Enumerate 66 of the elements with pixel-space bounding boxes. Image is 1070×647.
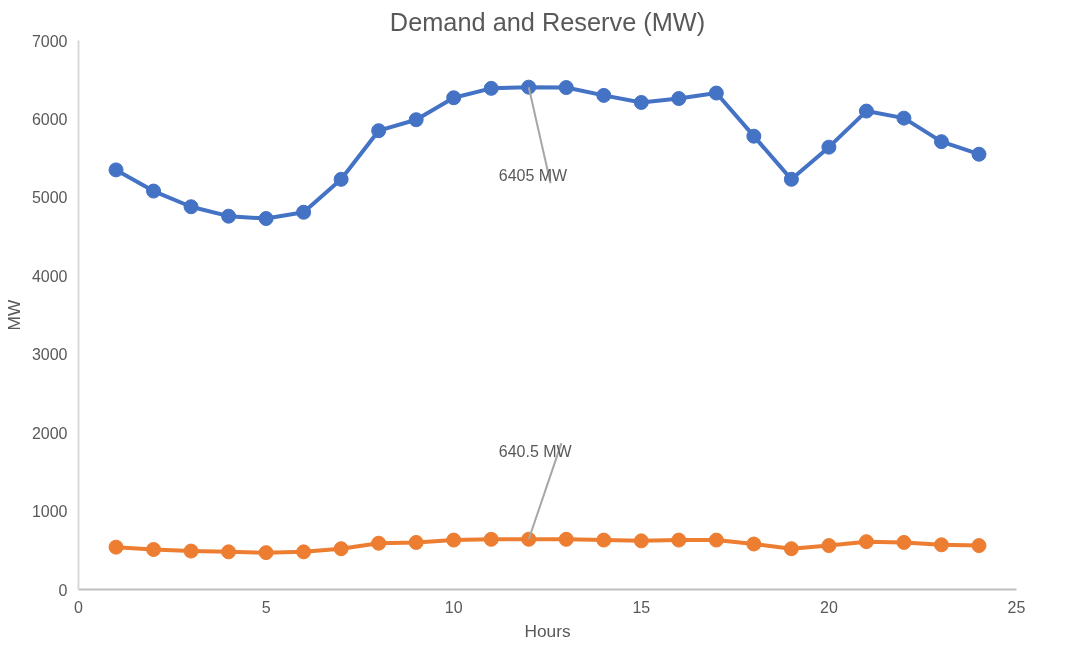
point [221,544,237,560]
point [408,112,424,128]
point [146,542,162,557]
point [221,208,237,224]
x-tick-label: 20 [820,598,838,616]
y-tick-label: 1000 [31,503,68,521]
point [521,531,537,547]
point [933,134,949,150]
point [371,123,387,139]
point [858,103,874,119]
point [858,534,874,550]
point [783,171,799,187]
y-tick-label: 6000 [31,110,68,128]
point [258,545,274,561]
point [971,146,987,162]
point [146,183,162,199]
point [558,80,574,96]
point [821,139,837,155]
point [333,171,349,187]
x-tick-label: 5 [261,598,271,616]
point [483,80,499,96]
point [596,532,612,548]
point [896,110,912,126]
point [633,533,649,549]
point [933,537,949,553]
x-tick-label: 10 [444,598,463,616]
y-tick-label: 2000 [31,424,68,442]
point [108,539,124,555]
annotation: 6405 MW [498,166,569,184]
x-tick-label: 15 [632,598,651,616]
point [333,541,349,557]
y-tick-label: 4000 [31,267,68,285]
point [671,532,687,548]
point [746,536,762,552]
point [558,531,574,547]
point [746,128,762,144]
point [296,204,312,220]
point [783,541,799,557]
point [708,85,724,101]
point [446,90,462,106]
y-tick-label: 3000 [31,346,68,364]
point [971,538,987,554]
point [896,534,912,550]
point [446,532,462,548]
point [708,532,724,548]
point [408,534,424,550]
x-axis-title: Hours [524,620,571,641]
y-axis-title: MW [3,298,24,331]
point [296,544,312,560]
annotation: 640.5 MW [498,442,573,460]
y-tick-label: 5000 [31,189,68,207]
point [821,538,837,554]
point [483,531,499,547]
y-tick-label: 0 [58,581,68,599]
point [671,91,687,107]
point [371,535,387,551]
chart-title: Demand and Reserve (MW) [389,7,706,36]
point [108,162,124,178]
point [258,211,274,227]
point [183,543,199,559]
point [596,87,612,103]
point [183,199,199,215]
x-tick-label: 0 [74,598,84,616]
x-tick-label: 25 [1007,598,1026,616]
y-tick-label: 7000 [31,32,68,50]
point [633,94,649,110]
